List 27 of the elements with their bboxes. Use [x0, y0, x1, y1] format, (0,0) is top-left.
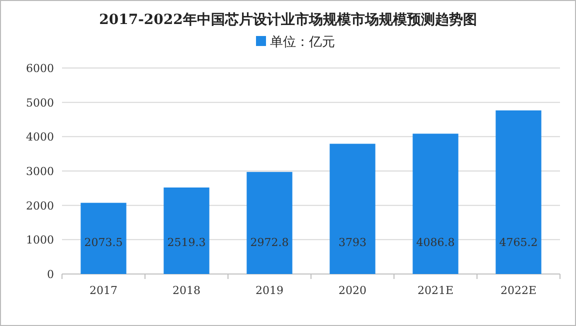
x-tick-label: 2021E: [417, 284, 454, 297]
y-tick-label: 0: [47, 268, 54, 281]
y-tick-label: 2000: [26, 199, 54, 212]
y-tick-label: 5000: [26, 96, 54, 110]
bar: [496, 110, 542, 274]
bar: [412, 134, 458, 274]
data-label: 2972.8: [250, 236, 289, 249]
y-tick-label: 6000: [26, 62, 54, 75]
data-label: 2073.5: [84, 236, 123, 249]
bar: [80, 202, 126, 274]
bar: [330, 144, 376, 274]
bar: [164, 188, 210, 274]
data-label: 3793: [338, 236, 366, 249]
x-tick-label: 2022E: [500, 284, 537, 297]
legend-label: 单位：亿元: [270, 35, 335, 50]
bar: [246, 172, 292, 274]
y-tick-label: 4000: [26, 130, 54, 144]
data-label: 2519.3: [167, 236, 206, 249]
x-tick-label: 2019: [256, 284, 284, 297]
data-label: 4086.8: [416, 236, 455, 249]
data-label: 4765.2: [499, 236, 538, 249]
chart-title: 2017-2022年中国芯片设计业市场规模市场规模预测趋势图: [99, 11, 477, 28]
x-tick-label: 2017: [90, 284, 118, 297]
y-tick-label: 1000: [26, 234, 54, 247]
y-tick-label: 3000: [26, 165, 54, 178]
x-tick-label: 2018: [172, 284, 200, 297]
x-tick-label: 2020: [338, 284, 366, 297]
